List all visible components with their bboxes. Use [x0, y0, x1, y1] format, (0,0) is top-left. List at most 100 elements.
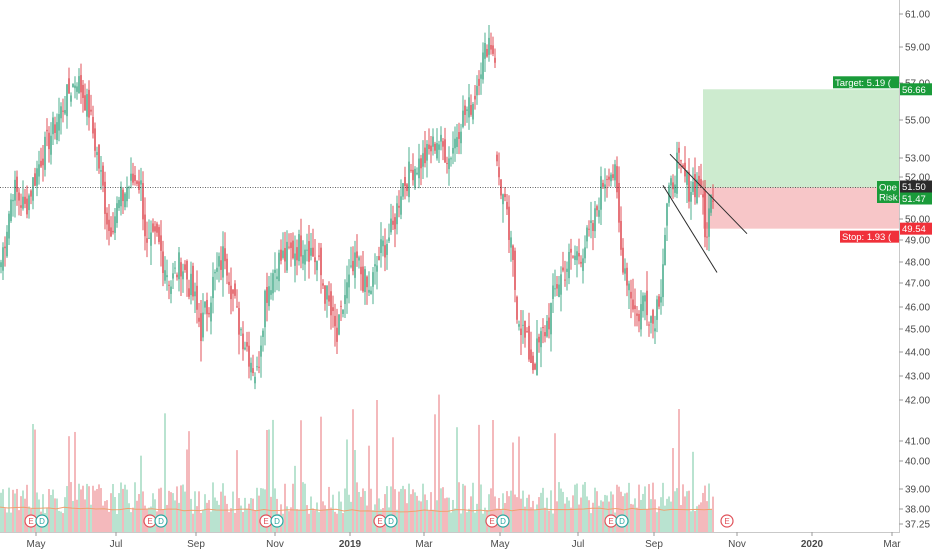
volume-bar	[538, 497, 540, 532]
volume-bar	[512, 442, 514, 532]
candle-body	[558, 284, 560, 297]
earnings-marker[interactable]: E	[604, 514, 618, 528]
y-tick-label: 37.25	[905, 520, 930, 531]
y-tick-label: 47.00	[905, 279, 930, 290]
candle-body	[460, 131, 462, 144]
candle-body	[428, 144, 430, 150]
volume-bar	[468, 508, 470, 532]
volume-bar	[74, 431, 76, 532]
volume-bar	[12, 489, 14, 532]
volume-bar	[336, 513, 338, 532]
volume-moving-average-line	[0, 506, 713, 513]
profit-zone[interactable]	[703, 89, 899, 188]
dividend-marker[interactable]: D	[154, 514, 168, 528]
volume-bar	[480, 484, 482, 532]
earnings-marker[interactable]: E	[485, 514, 499, 528]
channel-lower-line[interactable]	[662, 185, 718, 273]
volume-bar	[180, 485, 182, 532]
candle-body	[98, 144, 100, 169]
earnings-marker[interactable]: E	[259, 514, 273, 528]
time-axis[interactable]: May Jul Sep Nov 2019 Mar May Jul Sep Nov 2020 Mar	[0, 532, 901, 550]
candle-body	[446, 163, 448, 165]
dividend-marker[interactable]: D	[615, 514, 629, 528]
candle-body	[392, 220, 394, 225]
volume-bar	[98, 484, 100, 532]
candle-body	[64, 110, 66, 114]
candle-body	[94, 128, 96, 151]
volume-bar	[656, 512, 658, 532]
candle-body	[310, 247, 312, 256]
candle-body	[0, 262, 2, 268]
volume-bar	[430, 492, 432, 532]
earnings-marker[interactable]: E	[373, 514, 387, 528]
volume-bar	[534, 509, 536, 532]
candle-body	[312, 247, 314, 257]
candle-body	[474, 95, 476, 100]
candle-body	[80, 75, 82, 93]
candle-body	[344, 295, 346, 304]
dividend-marker[interactable]: D	[496, 514, 510, 528]
candle-body	[586, 227, 588, 242]
dividend-marker[interactable]: D	[270, 514, 284, 528]
volume-bar	[650, 499, 652, 532]
candle-body	[384, 245, 386, 258]
candle-body	[378, 256, 380, 261]
volume-bar	[186, 449, 188, 532]
volume-bar	[32, 424, 34, 532]
volume-bar	[516, 497, 518, 532]
candle-body	[704, 190, 706, 238]
volume-bar	[460, 513, 462, 532]
candle-body	[636, 313, 638, 316]
volume-bar	[18, 510, 20, 532]
candle-body	[318, 255, 320, 257]
candle-body	[176, 274, 178, 278]
dividend-marker[interactable]: D	[35, 514, 49, 528]
y-tick-label: 38.00	[905, 505, 930, 516]
candle-body	[426, 143, 428, 161]
candle-body	[414, 168, 416, 188]
volume-bar	[34, 429, 36, 532]
candle-body	[642, 295, 644, 312]
volume-bar	[102, 505, 104, 532]
dividend-marker[interactable]: D	[384, 514, 398, 528]
candle-body	[228, 281, 230, 286]
candle-body	[50, 135, 52, 155]
candle-body	[628, 283, 630, 291]
candle-body	[448, 158, 450, 170]
candle-body	[620, 220, 622, 250]
volume-bar	[184, 491, 186, 532]
candle-body	[40, 160, 42, 167]
price-axis[interactable]: 61.0059.0057.0055.0053.0052.0051.0050.00…	[899, 0, 930, 532]
candle-body	[634, 305, 636, 310]
volume-bar	[204, 494, 206, 532]
candle-body	[532, 355, 534, 371]
volume-bar	[178, 502, 180, 532]
candle-body	[374, 264, 376, 267]
candle-body	[560, 274, 562, 295]
marker-letter: D	[388, 517, 394, 526]
volume-bar	[696, 506, 698, 532]
volume-bar	[250, 498, 252, 532]
volume-bar	[682, 484, 684, 532]
volume-bar	[442, 487, 444, 532]
position-zones[interactable]	[703, 89, 899, 229]
candle-body	[494, 57, 496, 63]
earnings-marker[interactable]: E	[143, 514, 157, 528]
x-tick-label: Jul	[110, 539, 123, 550]
earnings-marker[interactable]: E	[720, 514, 734, 528]
earnings-marker[interactable]: E	[24, 514, 38, 528]
channel-upper-line[interactable]	[669, 153, 748, 235]
volume-bar	[390, 486, 392, 532]
candle-body	[390, 218, 392, 233]
candle-body	[82, 84, 84, 98]
loss-zone[interactable]	[703, 187, 899, 229]
candle-body	[18, 192, 20, 201]
candle-body	[256, 366, 258, 368]
volume-bar	[436, 500, 438, 532]
candle-body	[138, 181, 140, 190]
volume-bar	[24, 498, 26, 532]
candle-body	[472, 103, 474, 120]
descending-channel[interactable]	[662, 153, 748, 273]
